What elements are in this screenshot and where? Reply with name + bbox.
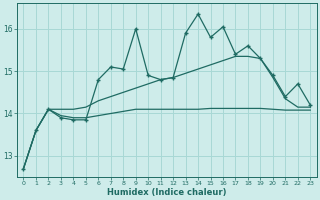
- X-axis label: Humidex (Indice chaleur): Humidex (Indice chaleur): [107, 188, 227, 197]
